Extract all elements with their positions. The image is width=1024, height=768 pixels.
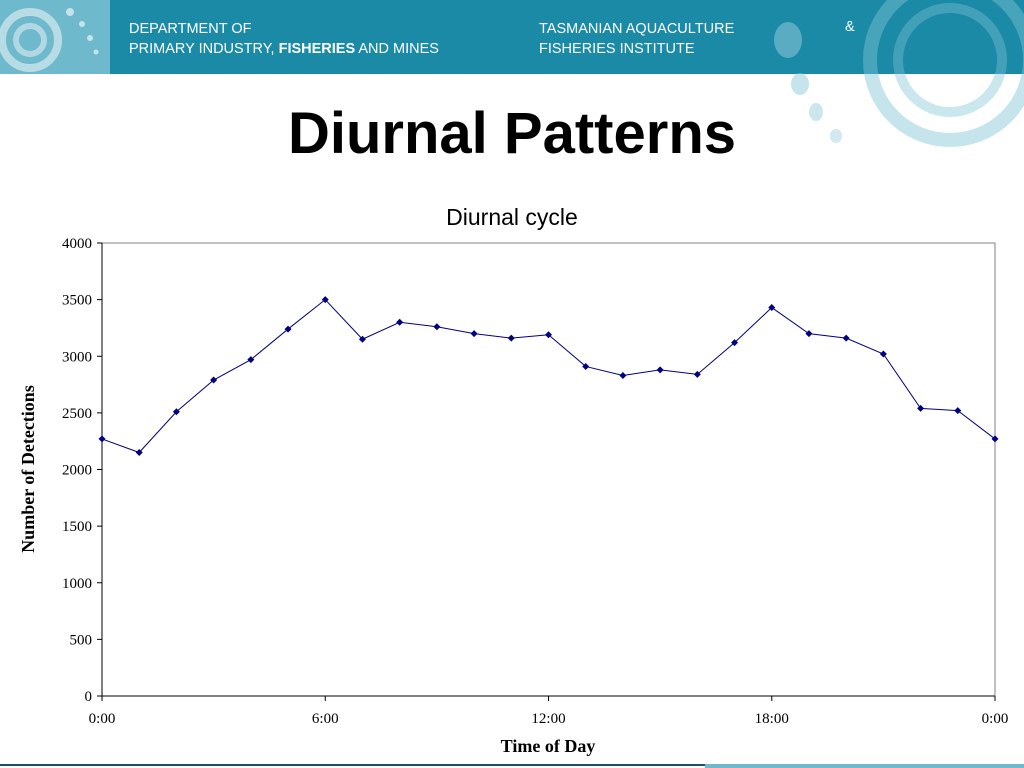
data-point-marker: [805, 330, 813, 338]
data-point-marker: [545, 331, 552, 339]
department-line-2-c: AND MINES: [355, 41, 439, 57]
department-name: DEPARTMENT OF PRIMARY INDUSTRY, FISHERIE…: [129, 19, 439, 59]
data-point-marker: [135, 449, 143, 457]
footer-accent: [705, 764, 1024, 768]
chart-title: Diurnal cycle: [446, 204, 578, 230]
data-point-marker: [247, 356, 255, 364]
x-tick-label: 0:00: [982, 711, 1009, 727]
x-axis-label: Time of Day: [501, 736, 596, 756]
right-swirl-decoration: [774, 0, 1024, 147]
y-tick-label: 0: [85, 689, 93, 705]
data-point-marker: [284, 325, 292, 333]
institute-name: TASMANIAN AQUACULTURE FISHERIES INSTITUT…: [539, 19, 734, 59]
data-point-marker: [358, 335, 366, 343]
x-axis-ticks: 0:00 6:00 12:00 18:00 0:00: [89, 696, 1009, 727]
data-point-marker: [768, 304, 776, 312]
y-axis-ticks: 0 500 1000 1500 2000 2500 3000 3500 4000: [62, 236, 102, 705]
series-line: [101, 298, 996, 454]
y-tick-label: 3000: [62, 349, 92, 365]
data-point-marker: [582, 362, 590, 370]
y-tick-label: 4000: [62, 236, 92, 252]
data-point-marker: [321, 296, 329, 304]
logo-swirl-icon: [0, 8, 99, 72]
logo-swirl-decoration: [0, 0, 110, 74]
institute-line-1: TASMANIAN AQUACULTURE: [539, 21, 735, 37]
x-tick-label: 12:00: [531, 711, 565, 727]
data-point-marker: [693, 370, 701, 378]
y-tick-label: 1000: [62, 576, 92, 592]
slide-title: Diurnal Patterns: [288, 101, 736, 166]
data-point-marker: [731, 339, 739, 347]
department-line-1: DEPARTMENT OF: [129, 21, 252, 37]
data-point-marker: [433, 323, 441, 331]
plot-area: [101, 242, 996, 697]
y-tick-label: 1500: [62, 519, 92, 535]
department-line-2-a: PRIMARY INDUSTRY,: [129, 41, 279, 57]
data-point-marker: [210, 376, 218, 384]
x-tick-label: 0:00: [89, 711, 116, 727]
data-point-marker: [954, 407, 962, 415]
x-tick-label: 6:00: [312, 711, 339, 727]
diurnal-line-chart: Diurnal cycle 0 500 1000 1500 2000 2500 3000 35…: [18, 204, 1009, 756]
data-point-marker: [991, 435, 999, 443]
series-markers: [98, 296, 999, 457]
x-tick-label: 18:00: [755, 711, 789, 727]
institute-line-2: FISHERIES INSTITUTE: [539, 41, 695, 57]
institute-ampersand: &: [845, 19, 855, 35]
y-axis-label: Number of Detections: [18, 385, 38, 553]
data-point-marker: [98, 435, 106, 443]
header-band: [0, 0, 1024, 74]
data-point-marker: [917, 404, 925, 412]
data-point-marker: [507, 334, 515, 342]
y-tick-label: 500: [70, 632, 93, 648]
data-point-marker: [879, 350, 887, 358]
department-line-2-fisheries: FISHERIES: [278, 41, 356, 57]
y-tick-label: 3500: [62, 293, 92, 309]
data-point-marker: [842, 334, 850, 342]
data-point-marker: [396, 318, 404, 326]
data-point-marker: [656, 366, 664, 374]
department-line-2: PRIMARY INDUSTRY, FISHERIES AND MINES: [129, 39, 439, 59]
y-tick-label: 2500: [62, 406, 92, 422]
y-tick-label: 2000: [62, 463, 92, 479]
footer-rule: [0, 764, 1024, 766]
data-point-marker: [619, 372, 627, 380]
data-point-marker: [470, 330, 478, 338]
data-point-marker: [172, 408, 180, 416]
